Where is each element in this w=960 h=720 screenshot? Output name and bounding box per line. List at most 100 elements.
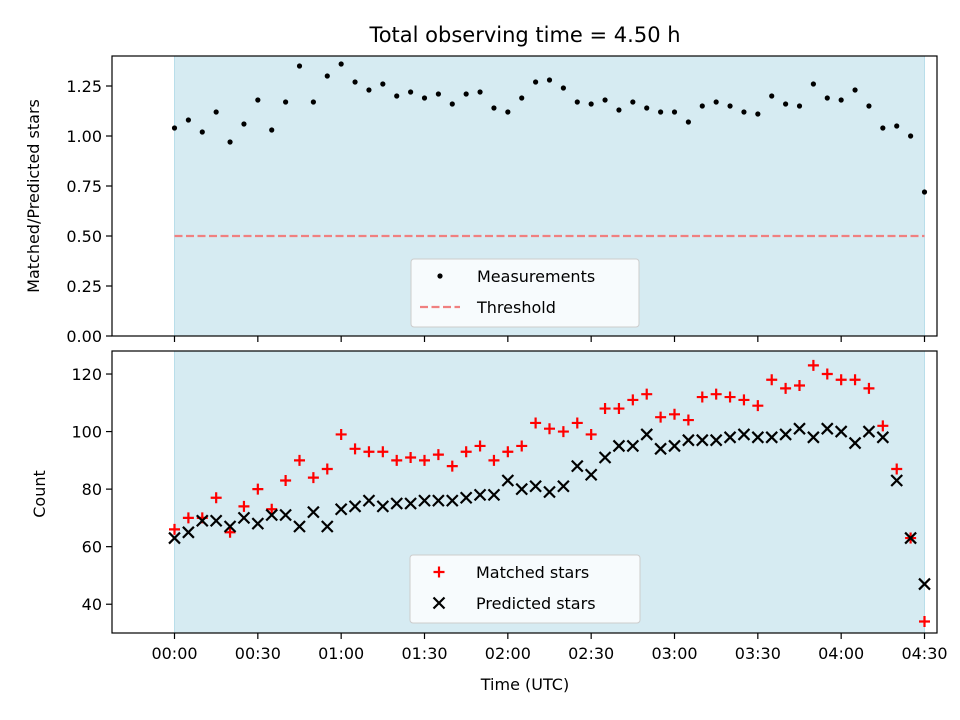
ratio-panel: 0.00 0.25 0.50 0.75 1.00 1.25 Measurements Thre… xyxy=(66,55,938,346)
predicted-star-point xyxy=(904,531,917,545)
predicted-star-point xyxy=(654,442,667,456)
predicted-star-point xyxy=(473,488,487,502)
matched-star-point xyxy=(224,526,236,538)
measurement-point xyxy=(616,107,622,113)
count-y-axis-label: Count xyxy=(30,470,49,518)
legend-matched-marker xyxy=(433,566,445,578)
legend-measurement-marker xyxy=(437,273,443,279)
measurement-point xyxy=(588,101,594,107)
matched-star-point xyxy=(613,403,625,415)
legend-predicted-marker xyxy=(432,596,446,610)
predicted-star-point xyxy=(376,500,390,513)
measurement-point xyxy=(852,87,858,93)
measurement-point xyxy=(283,99,289,105)
measurement-point xyxy=(602,97,608,103)
measurement-point xyxy=(560,85,566,91)
x-tick-label: 01:00 xyxy=(318,644,364,663)
predicted-star-point xyxy=(501,474,515,487)
x-tick-label: 02:30 xyxy=(568,644,614,663)
measurement-point xyxy=(171,125,178,131)
matched-star-point xyxy=(502,446,514,458)
measurement-point xyxy=(685,119,691,125)
measurement-point xyxy=(296,63,303,69)
matched-star-point xyxy=(585,428,597,440)
measurement-point xyxy=(199,129,205,135)
matched-star-point xyxy=(405,451,417,463)
measurement-point xyxy=(727,103,733,109)
predicted-star-point xyxy=(640,428,653,441)
legend-label: Predicted stars xyxy=(476,594,596,613)
measurement-point xyxy=(741,109,747,115)
measurement-point xyxy=(394,93,400,99)
matched-star-point xyxy=(530,417,542,429)
matched-star-point xyxy=(669,408,680,420)
measurement-point xyxy=(435,91,441,97)
count-y-tick-label: 80 xyxy=(82,480,102,499)
predicted-star-point xyxy=(418,494,431,507)
predicted-star-point xyxy=(459,491,473,505)
predicted-star-point xyxy=(612,439,626,453)
predicted-star-point xyxy=(890,474,903,487)
matched-star-point xyxy=(377,446,389,458)
measurement-point xyxy=(421,95,428,101)
matched-star-point xyxy=(432,449,444,461)
count-y-tick-label: 120 xyxy=(71,365,102,384)
predicted-star-point xyxy=(168,531,181,545)
legend-label: Threshold xyxy=(476,298,556,317)
predicted-star-point xyxy=(807,431,820,444)
predicted-star-point xyxy=(779,428,792,441)
measurement-point xyxy=(671,109,678,115)
predicted-star-point xyxy=(196,514,209,528)
ratio-y-tick-label: 1.00 xyxy=(66,127,102,146)
matched-star-point xyxy=(780,382,792,394)
matched-star-point xyxy=(391,454,403,466)
measurement-point xyxy=(477,89,483,95)
x-tick-label: 04:30 xyxy=(901,644,947,663)
measurement-point xyxy=(713,99,719,105)
matched-star-point xyxy=(891,463,903,475)
measurement-point xyxy=(213,109,219,115)
x-tick-label: 03:30 xyxy=(735,644,781,663)
measurement-point xyxy=(769,93,775,99)
predicted-star-point xyxy=(237,511,251,525)
predicted-star-point xyxy=(709,433,723,447)
predicted-star-point xyxy=(321,520,334,533)
measurement-point xyxy=(908,133,914,139)
predicted-star-point xyxy=(765,431,778,444)
matched-star-point xyxy=(169,523,180,535)
predicted-star-point xyxy=(876,431,890,444)
predicted-star-point xyxy=(626,439,640,453)
measurement-point xyxy=(241,121,247,127)
x-tick-label: 03:00 xyxy=(651,644,697,663)
measurement-point xyxy=(574,99,580,105)
measurement-point xyxy=(310,99,316,105)
predicted-star-point xyxy=(682,433,695,447)
ratio-y-axis-label: Matched/Predicted stars xyxy=(24,99,43,293)
predicted-star-point xyxy=(668,439,681,453)
predicted-star-point xyxy=(821,422,834,435)
matched-star-point xyxy=(474,440,486,452)
count-y-tick-label: 60 xyxy=(82,538,102,557)
matched-star-point xyxy=(724,391,736,403)
predicted-star-point xyxy=(543,485,556,499)
measurement-point xyxy=(658,109,664,115)
ratio-y-tick-label: 0.50 xyxy=(66,227,102,246)
measurement-point xyxy=(380,81,386,87)
matched-star-point xyxy=(682,414,694,426)
x-tick-label: 02:00 xyxy=(485,644,531,663)
measurement-point xyxy=(630,99,636,105)
measurement-point xyxy=(324,73,330,79)
predicted-star-point xyxy=(834,425,848,438)
matched-star-point xyxy=(919,615,930,627)
measurement-point xyxy=(491,105,497,111)
measurement-point xyxy=(505,109,511,115)
count-panel: 40 60 80 100 120 00:00 00:30 01:00 01:30 02:00 02:… xyxy=(71,350,948,663)
matched-star-point xyxy=(294,454,305,466)
count-legend: Matched stars Predicted stars xyxy=(409,554,641,624)
matched-star-point xyxy=(835,374,847,386)
chart-title: Total observing time = 4.50 h xyxy=(368,23,680,47)
matched-star-point xyxy=(627,394,639,406)
count-y-tick-label: 100 xyxy=(71,423,102,442)
measurement-point xyxy=(810,81,816,87)
ratio-legend: Measurements Threshold xyxy=(410,258,640,328)
